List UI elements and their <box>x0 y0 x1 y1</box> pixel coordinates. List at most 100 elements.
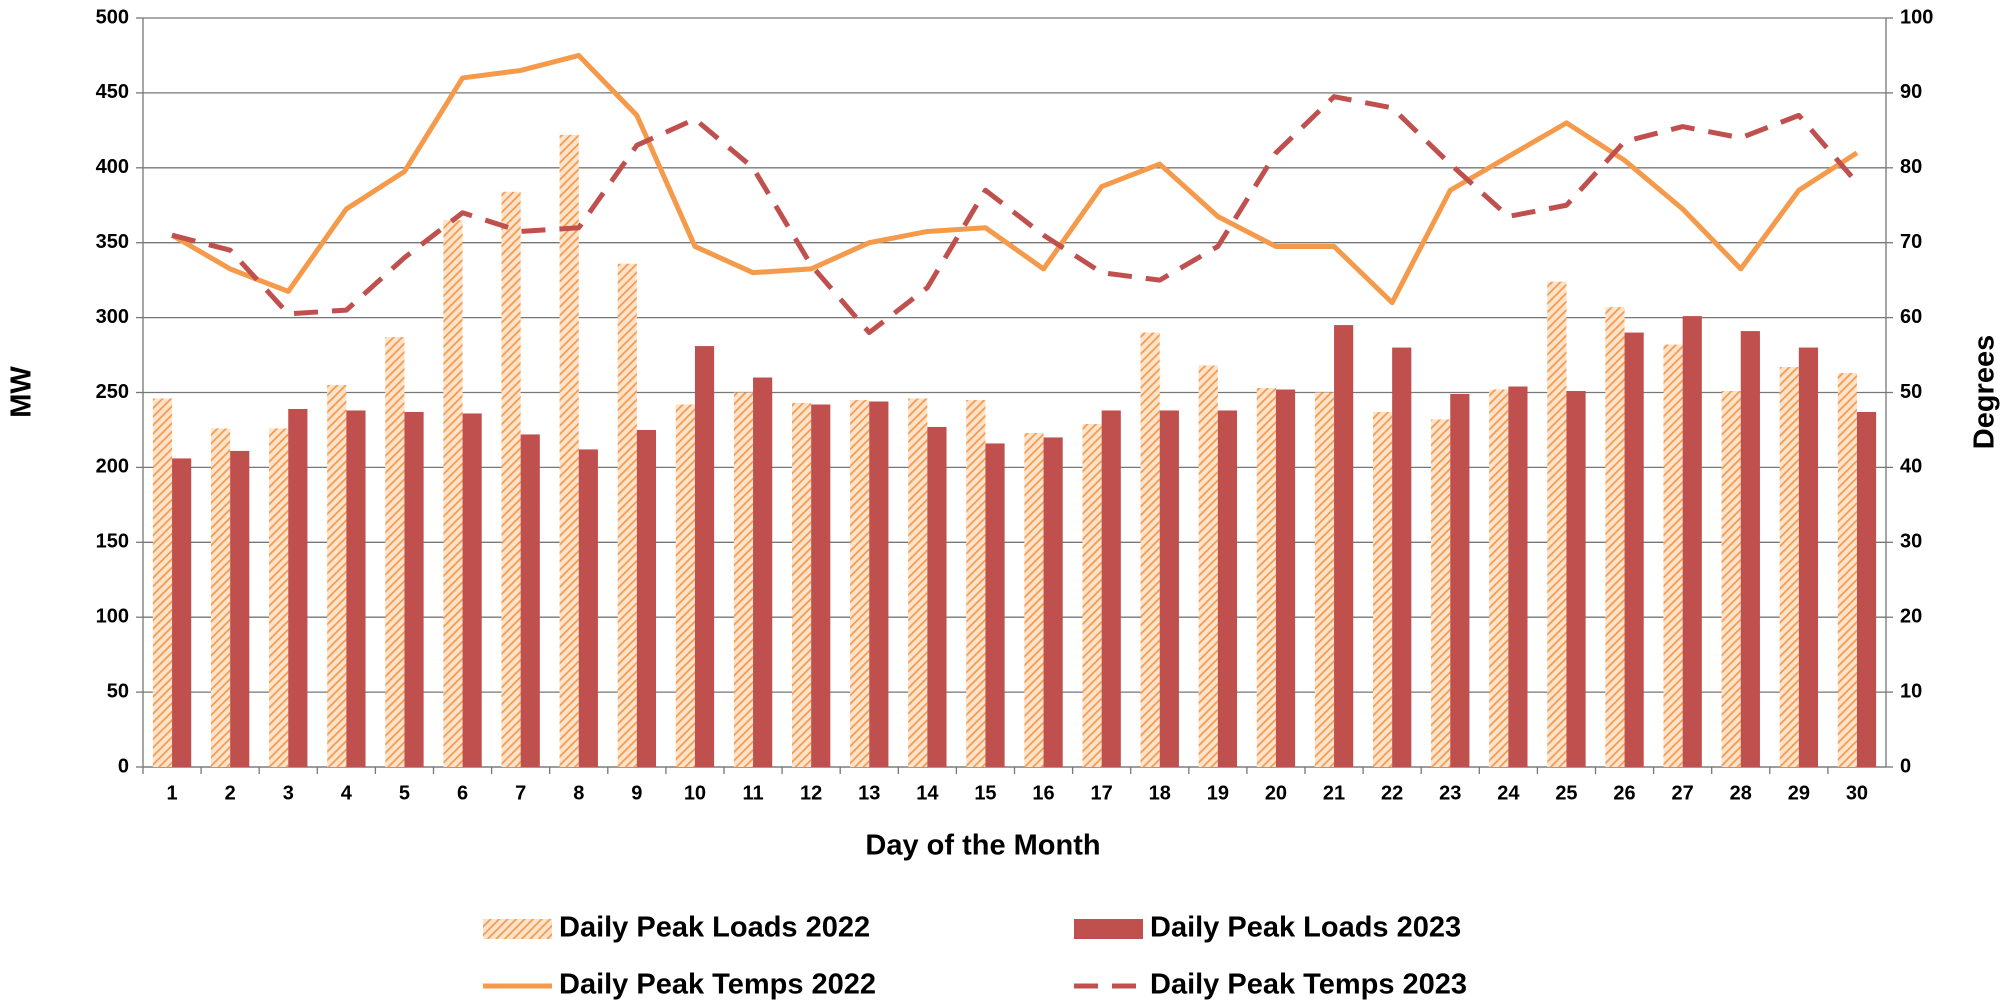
y2-tick-label: 10 <box>1900 680 1922 702</box>
y-tick-label: 150 <box>96 531 129 553</box>
bar <box>462 413 482 767</box>
y2-tick-label: 0 <box>1900 755 1911 777</box>
bar <box>1508 386 1528 767</box>
y2-tick-label: 30 <box>1900 531 1922 553</box>
y-tick-label: 400 <box>96 156 129 178</box>
bar <box>578 449 598 767</box>
x-tick-label: 22 <box>1381 782 1403 804</box>
bar <box>791 402 812 767</box>
y-tick-label: 200 <box>96 456 129 478</box>
bar <box>1392 347 1412 767</box>
x-tick-label: 13 <box>858 782 880 804</box>
legend-label: Daily Peak Temps 2022 <box>559 969 876 1001</box>
x-tick-label: 1 <box>166 782 177 804</box>
x-tick-label: 14 <box>916 782 939 804</box>
x-axis-label: Day of the Month <box>865 830 1100 862</box>
y-tick-label: 450 <box>96 81 129 103</box>
bar <box>1140 332 1160 767</box>
bar <box>404 411 424 767</box>
bar <box>1043 437 1063 767</box>
y-tick-label: 300 <box>96 306 129 328</box>
legend-swatch <box>1074 919 1143 939</box>
x-tick-label: 4 <box>341 782 353 804</box>
bar <box>172 458 192 767</box>
legend-swatch <box>483 919 552 939</box>
bar <box>327 385 347 767</box>
x-tick-label: 17 <box>1091 782 1113 804</box>
bar <box>559 134 579 767</box>
y2-tick-label: 50 <box>1900 381 1922 403</box>
y2-tick-label: 80 <box>1900 156 1922 178</box>
legend-label: Daily Peak Loads 2023 <box>1150 912 1461 944</box>
x-tick-label: 30 <box>1846 782 1868 804</box>
bar <box>443 220 463 768</box>
bar <box>1256 388 1276 767</box>
bar <box>1372 411 1393 767</box>
x-tick-label: 5 <box>399 782 410 804</box>
y-tick-label: 500 <box>96 6 129 28</box>
bar <box>210 428 231 767</box>
bar <box>850 399 870 767</box>
y-tick-label: 100 <box>96 605 129 627</box>
y2-tick-label: 100 <box>1900 6 1933 28</box>
bar <box>869 401 889 767</box>
bar <box>1566 391 1586 767</box>
x-tick-label: 18 <box>1149 782 1171 804</box>
x-tick-label: 27 <box>1672 782 1694 804</box>
bar <box>1856 411 1877 767</box>
x-tick-label: 7 <box>515 782 526 804</box>
bar <box>1431 419 1451 767</box>
bar <box>675 404 695 767</box>
bar <box>269 428 289 767</box>
bar <box>1721 391 1741 767</box>
x-tick-label: 25 <box>1555 782 1577 804</box>
bar <box>152 398 173 767</box>
x-tick-label: 19 <box>1207 782 1229 804</box>
y-tick-label: 250 <box>96 381 129 403</box>
y-tick-label: 50 <box>107 680 129 702</box>
bar <box>811 404 831 767</box>
bar <box>753 377 773 767</box>
y-tick-label: 350 <box>96 231 129 253</box>
bar <box>1024 432 1044 767</box>
y2-tick-label: 40 <box>1900 456 1922 478</box>
bar <box>1101 410 1121 767</box>
bar <box>520 434 540 767</box>
x-tick-label: 2 <box>225 782 236 804</box>
x-tick-label: 10 <box>684 782 706 804</box>
x-tick-label: 11 <box>742 782 763 804</box>
bar <box>1314 392 1335 767</box>
y2-tick-label: 70 <box>1900 231 1922 253</box>
x-tick-label: 8 <box>573 782 584 804</box>
y2-tick-label: 60 <box>1900 306 1922 328</box>
bar <box>288 408 308 767</box>
bar <box>1217 410 1238 767</box>
x-tick-label: 3 <box>283 782 294 804</box>
bar <box>1779 367 1799 767</box>
bar <box>733 392 754 767</box>
y-tick-label: 0 <box>118 755 129 777</box>
bar <box>1450 393 1470 767</box>
y-axis-label: MW <box>6 366 38 418</box>
legend-label: Daily Peak Temps 2023 <box>1150 969 1467 1001</box>
bar <box>1624 332 1644 767</box>
bar <box>1082 423 1102 767</box>
y2-tick-label: 90 <box>1900 81 1922 103</box>
line-series <box>170 52 1859 306</box>
x-tick-label: 28 <box>1730 782 1752 804</box>
bar <box>1605 307 1625 767</box>
x-tick-label: 15 <box>974 782 996 804</box>
bar <box>1489 389 1509 767</box>
line-series <box>171 94 1859 336</box>
bar <box>230 450 250 767</box>
bar <box>927 426 947 767</box>
legend-label: Daily Peak Loads 2022 <box>559 912 870 944</box>
y2-axis-label: Degrees <box>1969 335 2001 449</box>
x-tick-label: 9 <box>631 782 642 804</box>
bar <box>1159 410 1179 767</box>
bar <box>1275 389 1296 767</box>
x-tick-label: 29 <box>1788 782 1810 804</box>
bar <box>694 346 715 767</box>
bar <box>966 399 986 767</box>
x-tick-label: 23 <box>1439 782 1461 804</box>
